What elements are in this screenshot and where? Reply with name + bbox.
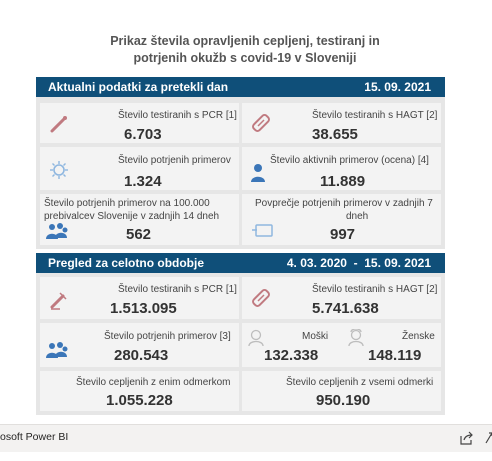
total-pcr-tests-label: Število testiranih s PCR [1] <box>118 284 237 295</box>
overall-period-panel: Pregled za celotno obdobje 4. 03. 2020 -… <box>36 253 445 415</box>
report-title-line2: potrjenih okužb s covid-19 v Sloveniji <box>133 51 357 65</box>
per-100k-label-line1: Število potrjenih primerov na 100.000 <box>44 198 210 209</box>
report-title-line1: Prikaz števila opravljenih cepljenj, tes… <box>110 34 380 48</box>
hagt-test-icon <box>252 289 270 307</box>
active-cases-label: Število aktivnih primerov (ocena) [4] <box>270 155 429 166</box>
male-label: Moški <box>302 331 329 342</box>
tile-pcr-tests[interactable]: Število testiranih s PCR [1] 6.703 <box>40 103 239 143</box>
total-confirmed-value: 280.543 <box>114 347 169 364</box>
power-bi-footer: osoft Power BI <box>0 424 492 452</box>
pcr-test-tube-icon <box>50 116 67 133</box>
total-pcr-tests-value: 1.513.095 <box>110 300 177 317</box>
confirmed-cases-value: 1.324 <box>124 173 162 190</box>
total-confirmed-label: Število potrjenih primerov [3] <box>104 331 231 342</box>
hagt-test-icon <box>252 114 270 132</box>
female-value: 148.119 <box>368 347 422 364</box>
overall-period-header-dates: 4. 03. 2020 - 15. 09. 2021 <box>286 256 431 270</box>
male-icon <box>248 329 264 347</box>
current-day-header-date: 15. 09. 2021 <box>364 80 431 94</box>
pcr-test-tube-icon <box>50 292 67 310</box>
tile-one-dose[interactable]: Število cepljenih z enim odmerkom 1.055.… <box>40 371 239 411</box>
per-100k-label-line2: prebivalcev Slovenije v zadnjih 14 dneh <box>44 211 220 222</box>
pcr-tests-value: 6.703 <box>124 126 162 143</box>
tile-total-confirmed[interactable]: Število potrjenih primerov [3] 280.543 <box>40 323 239 367</box>
hagt-tests-value: 38.655 <box>312 126 358 143</box>
7-day-average-value: 997 <box>330 226 356 243</box>
active-cases-value: 11.889 <box>320 173 366 190</box>
tile-total-hagt-tests[interactable]: Število testiranih s HAGT [2] 5.741.638 <box>242 277 441 319</box>
per-100k-value: 562 <box>126 226 152 243</box>
tile-active-cases[interactable]: Število aktivnih primerov (ocena) [4] 11… <box>242 147 441 190</box>
total-hagt-tests-value: 5.741.638 <box>312 300 379 317</box>
tile-gender-split[interactable]: Moški 132.338 Ženske 148.119 <box>242 323 441 367</box>
people-icon <box>46 223 68 239</box>
7-day-average-label-line1: Povprečje potrjenih primerov v zadnjih 7 <box>255 198 433 209</box>
person-icon <box>251 164 265 182</box>
all-doses-label: Število cepljenih z vsemi odmerki <box>286 377 434 388</box>
pcr-tests-label: Število testiranih s PCR [1] <box>118 110 237 121</box>
hagt-tests-label: Število testiranih s HAGT [2] <box>312 110 438 121</box>
tile-per-100k[interactable]: Število potrjenih primerov na 100.000 pr… <box>40 194 239 245</box>
tile-7-day-average[interactable]: Povprečje potrjenih primerov v zadnjih 7… <box>242 194 441 245</box>
power-bi-brand-link[interactable]: osoft Power BI <box>0 431 69 443</box>
tablet-icon <box>252 224 273 237</box>
power-bi-report: Prikaz števila opravljenih cepljenj, tes… <box>36 33 445 415</box>
report-title: Prikaz števila opravljenih cepljenj, tes… <box>60 33 430 67</box>
virus-icon <box>50 161 68 179</box>
share-icon[interactable] <box>460 431 474 445</box>
7-day-average-label-line2: dneh <box>346 211 369 222</box>
tile-hagt-tests[interactable]: Število testiranih s HAGT [2] 38.655 <box>242 103 441 143</box>
one-dose-value: 1.055.228 <box>106 392 173 409</box>
male-value: 132.338 <box>264 347 319 364</box>
total-hagt-tests-label: Število testiranih s HAGT [2] <box>312 284 438 295</box>
current-day-header-title: Aktualni podatki za pretekli dan <box>48 80 229 94</box>
people-icon <box>46 342 68 358</box>
tile-all-doses[interactable]: Število cepljenih z vsemi odmerki 950.19… <box>242 371 441 411</box>
confirmed-cases-label: Število potrjenih primerov <box>118 155 231 166</box>
current-day-panel: Aktualni podatki za pretekli dan 15. 09.… <box>36 77 445 249</box>
female-icon <box>348 329 364 347</box>
current-day-header: Aktualni podatki za pretekli dan 15. 09.… <box>36 77 445 97</box>
all-doses-value: 950.190 <box>316 392 371 409</box>
one-dose-label: Število cepljenih z enim odmerkom <box>76 377 231 388</box>
overall-period-header: Pregled za celotno obdobje 4. 03. 2020 -… <box>36 253 445 273</box>
tile-total-pcr-tests[interactable]: Število testiranih s PCR [1] 1.513.095 <box>40 277 239 319</box>
expand-icon[interactable] <box>484 431 492 445</box>
tile-confirmed-cases[interactable]: Število potrjenih primerov 1.324 <box>40 147 239 190</box>
female-label: Ženske <box>402 331 435 342</box>
overall-period-header-title: Pregled za celotno obdobje <box>48 256 205 270</box>
